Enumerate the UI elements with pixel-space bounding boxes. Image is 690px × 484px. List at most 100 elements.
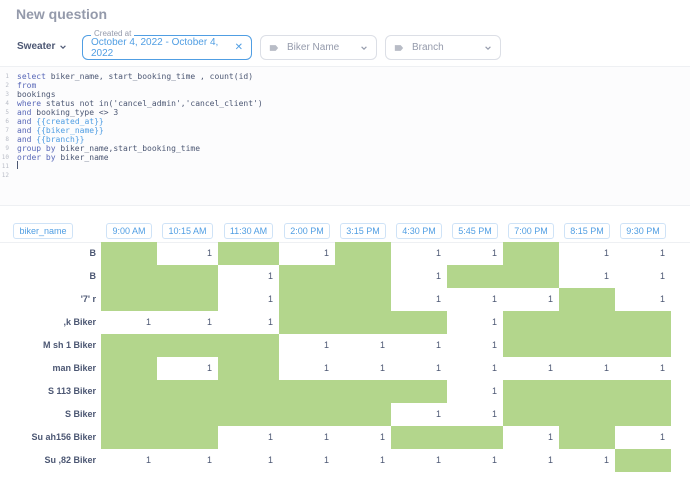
- row-name-cell[interactable]: man Biker: [52, 363, 96, 373]
- table-cell[interactable]: [279, 311, 335, 334]
- table-cell[interactable]: 1: [603, 271, 609, 281]
- table-cell[interactable]: 1: [267, 294, 273, 304]
- row-name-cell[interactable]: M sh 1 Biker: [42, 340, 96, 350]
- table-cell[interactable]: [218, 380, 279, 403]
- created-at-filter[interactable]: Created at October 4, 2022 - October 4, …: [82, 29, 252, 60]
- table-cell[interactable]: [447, 265, 503, 288]
- table-cell[interactable]: 1: [323, 432, 329, 442]
- table-cell[interactable]: 1: [659, 363, 665, 373]
- code-line[interactable]: 11: [0, 162, 690, 171]
- table-cell[interactable]: 1: [491, 340, 497, 350]
- close-icon[interactable]: ✕: [234, 42, 243, 53]
- table-cell[interactable]: 1: [491, 409, 497, 419]
- table-cell[interactable]: 1: [145, 455, 151, 465]
- table-cell[interactable]: [391, 311, 447, 334]
- sql-editor[interactable]: 1 select biker_name, start_booking_time ,…: [0, 66, 690, 206]
- table-cell[interactable]: [503, 265, 559, 288]
- table-cell[interactable]: [335, 288, 391, 311]
- table-cell[interactable]: [503, 380, 559, 403]
- table-cell[interactable]: [157, 426, 218, 449]
- table-cell[interactable]: [279, 265, 335, 288]
- table-cell[interactable]: [335, 380, 391, 403]
- table-cell[interactable]: 1: [435, 248, 441, 258]
- table-cell[interactable]: [503, 242, 559, 265]
- table-cell[interactable]: 1: [267, 432, 273, 442]
- row-name-cell[interactable]: S 113 Biker: [47, 386, 96, 396]
- code-line[interactable]: 8 and {{branch}}: [0, 135, 690, 144]
- table-cell[interactable]: 1: [379, 432, 385, 442]
- table-cell[interactable]: [503, 403, 559, 426]
- table-cell[interactable]: [101, 288, 157, 311]
- table-cell[interactable]: 1: [547, 294, 553, 304]
- table-cell[interactable]: 1: [435, 340, 441, 350]
- table-cell[interactable]: [335, 242, 391, 265]
- table-cell[interactable]: 1: [145, 317, 151, 327]
- table-cell[interactable]: 1: [379, 363, 385, 373]
- table-cell[interactable]: [279, 380, 335, 403]
- table-cell[interactable]: 1: [603, 363, 609, 373]
- database-select[interactable]: Sweater: [17, 41, 67, 52]
- table-cell[interactable]: 1: [206, 455, 212, 465]
- table-cell[interactable]: 1: [491, 294, 497, 304]
- column-header-button[interactable]: 3:15 PM: [340, 222, 386, 239]
- row-name-cell[interactable]: B: [89, 271, 97, 281]
- table-cell[interactable]: 1: [547, 432, 553, 442]
- table-cell[interactable]: 1: [435, 294, 441, 304]
- table-cell[interactable]: 1: [435, 455, 441, 465]
- column-header-button[interactable]: 5:45 PM: [452, 222, 498, 239]
- table-cell[interactable]: [157, 334, 218, 357]
- table-cell[interactable]: [218, 242, 279, 265]
- biker-name-filter[interactable]: Biker Name: [260, 35, 377, 60]
- row-name-cell[interactable]: Su ,82 Biker: [44, 455, 96, 465]
- column-header-button[interactable]: 4:30 PM: [396, 222, 442, 239]
- table-cell[interactable]: 1: [435, 271, 441, 281]
- code-line[interactable]: 12: [0, 171, 690, 180]
- table-cell[interactable]: [101, 334, 157, 357]
- table-cell[interactable]: [157, 288, 218, 311]
- biker-name-column-button[interactable]: biker_name: [13, 222, 73, 239]
- table-cell[interactable]: 1: [267, 317, 273, 327]
- code-line[interactable]: 7 and {{biker_name}}: [0, 126, 690, 135]
- table-cell[interactable]: [101, 403, 157, 426]
- table-cell[interactable]: [101, 426, 157, 449]
- table-cell[interactable]: [157, 380, 218, 403]
- table-cell[interactable]: 1: [603, 248, 609, 258]
- table-cell[interactable]: [101, 380, 157, 403]
- table-cell[interactable]: 1: [659, 432, 665, 442]
- table-cell[interactable]: 1: [603, 455, 609, 465]
- table-cell[interactable]: [559, 334, 615, 357]
- table-cell[interactable]: 1: [491, 363, 497, 373]
- code-line[interactable]: 5 and booking_type <> 3: [0, 108, 690, 117]
- table-cell[interactable]: [503, 311, 559, 334]
- code-line[interactable]: 4 where status not in('cancel_admin','can…: [0, 99, 690, 108]
- column-header-button[interactable]: 9:00 AM: [106, 222, 152, 239]
- row-name-cell[interactable]: S Biker: [64, 409, 96, 419]
- table-cell[interactable]: [391, 426, 447, 449]
- table-cell[interactable]: [157, 403, 218, 426]
- table-cell[interactable]: [279, 403, 335, 426]
- table-cell[interactable]: 1: [206, 317, 212, 327]
- table-cell[interactable]: 1: [323, 455, 329, 465]
- table-cell[interactable]: [391, 380, 447, 403]
- table-cell[interactable]: [503, 334, 559, 357]
- table-cell[interactable]: 1: [206, 248, 212, 258]
- row-name-cell[interactable]: '7' r: [80, 294, 96, 304]
- table-cell[interactable]: 1: [491, 386, 497, 396]
- table-cell[interactable]: [101, 265, 157, 288]
- table-cell[interactable]: [335, 265, 391, 288]
- code-line[interactable]: 1 select biker_name, start_booking_time ,…: [0, 72, 690, 81]
- table-cell[interactable]: 1: [267, 455, 273, 465]
- table-cell[interactable]: 1: [323, 248, 329, 258]
- table-cell[interactable]: 1: [323, 340, 329, 350]
- table-cell[interactable]: [559, 288, 615, 311]
- branch-filter[interactable]: Branch: [385, 35, 501, 60]
- column-header-button[interactable]: 7:00 PM: [508, 222, 554, 239]
- table-cell[interactable]: 1: [379, 340, 385, 350]
- table-cell[interactable]: [615, 449, 671, 472]
- column-header-button[interactable]: 10:15 AM: [162, 222, 213, 239]
- table-cell[interactable]: [447, 426, 503, 449]
- table-cell[interactable]: [218, 357, 279, 380]
- table-cell[interactable]: [218, 403, 279, 426]
- code-line[interactable]: 10 order by biker_name: [0, 153, 690, 162]
- code-line[interactable]: 9 group by biker_name,start_booking_time: [0, 144, 690, 153]
